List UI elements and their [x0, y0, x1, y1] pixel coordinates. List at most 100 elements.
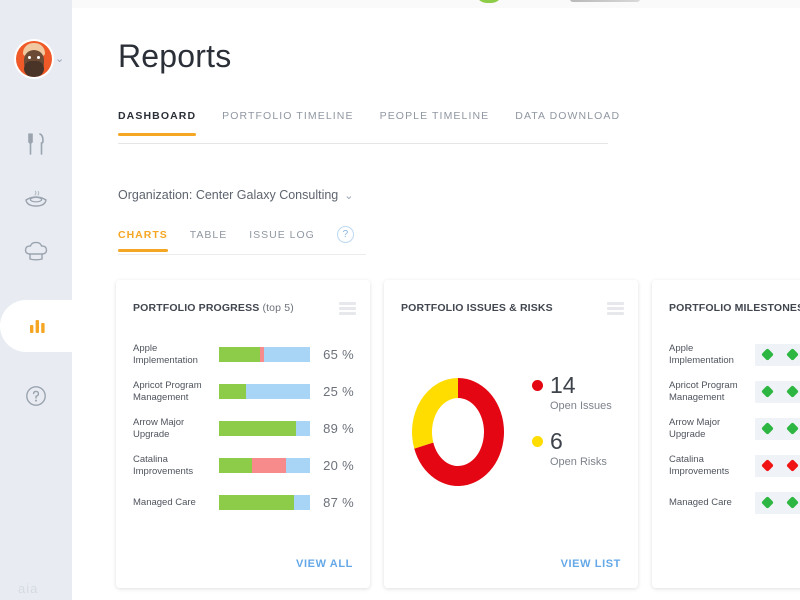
- milestone-row: Arrow Major Upgrade: [669, 410, 800, 447]
- milestone-track: [755, 343, 800, 366]
- card-portfolio-progress: PORTFOLIO PROGRESS (top 5) Apple Impleme…: [116, 280, 370, 588]
- milestone-diamond-green-icon[interactable]: [761, 348, 774, 361]
- legend-item: 6 Open Risks: [532, 430, 612, 468]
- sidebar-item-meals[interactable]: [0, 118, 72, 170]
- milestone-diamond-green-icon[interactable]: [786, 496, 799, 509]
- progress-bar: [219, 421, 310, 436]
- card-header: PORTFOLIO MILESTONES: [669, 302, 800, 314]
- progress-percent: 65 %: [323, 347, 354, 362]
- view-list-link[interactable]: VIEW LIST: [560, 558, 621, 570]
- avatar-menu[interactable]: ⌄: [16, 41, 64, 77]
- green-tab-nub: [475, 0, 503, 3]
- cutlery-icon: [25, 132, 47, 156]
- milestone-diamond-green-icon[interactable]: [786, 348, 799, 361]
- card-header: PORTFOLIO ISSUES & RISKS: [401, 302, 624, 315]
- segment-green: [219, 384, 247, 399]
- milestone-label: Catalina Improvements: [669, 453, 730, 477]
- help-icon[interactable]: ?: [336, 226, 354, 243]
- milestone-label: Managed Care: [669, 496, 732, 508]
- secondary-tabbar: CHARTS TABLE ISSUE LOG ?: [118, 226, 366, 255]
- progress-bar: [219, 384, 310, 399]
- tab-data-download[interactable]: DATA DOWNLOAD: [515, 110, 621, 122]
- progress-row: Arrow Major Upgrade 89 %: [133, 410, 356, 447]
- progress-bar: [219, 347, 310, 362]
- footer-logo: aia: [18, 581, 39, 596]
- sidebar: ⌄: [0, 0, 76, 600]
- avatar[interactable]: [16, 41, 52, 77]
- bar-chart-icon: [28, 317, 48, 335]
- card-title: PORTFOLIO MILESTONES: [669, 302, 800, 314]
- milestone-label: Apple Implementation: [669, 342, 734, 366]
- view-all-link[interactable]: VIEW ALL: [296, 558, 353, 570]
- segment-salmon: [259, 347, 264, 362]
- page-title: Reports: [118, 38, 232, 74]
- progress-label: Managed Care: [133, 496, 196, 508]
- progress-label: Apple Implementation: [133, 342, 198, 366]
- help-circle-icon: [24, 384, 48, 408]
- milestone-track: [755, 417, 800, 440]
- hamburger-icon[interactable]: [339, 302, 356, 315]
- sidebar-item-recipes[interactable]: [0, 172, 72, 224]
- legend-dot-icon: [532, 436, 543, 447]
- legend-label: Open Risks: [550, 456, 607, 468]
- grey-tab-nub: [570, 0, 640, 2]
- primary-tabbar: DASHBOARD PORTFOLIO TIMELINE PEOPLE TIME…: [118, 110, 619, 144]
- subtab-charts[interactable]: CHARTS: [118, 229, 168, 252]
- progress-percent: 87 %: [323, 495, 354, 510]
- card-header: PORTFOLIO PROGRESS (top 5): [133, 302, 356, 315]
- top-chrome-sliver: [0, 0, 800, 8]
- organization-label: Organization: Center Galaxy Consulting: [118, 188, 339, 202]
- main-content: Reports DASHBOARD PORTFOLIO TIMELINE PEO…: [72, 8, 800, 600]
- subtab-issue-log[interactable]: ISSUE LOG: [249, 228, 315, 241]
- segment-salmon: [251, 458, 287, 473]
- donut-legend: 14 Open Issues 6 Open Risks: [532, 374, 612, 486]
- progress-label: Arrow Major Upgrade: [133, 416, 185, 440]
- legend-label: Open Issues: [550, 400, 612, 412]
- card-portfolio-issues-risks: PORTFOLIO ISSUES & RISKS 14 Open Issues 6 O…: [384, 280, 638, 588]
- progress-label: Apricot Program Management: [133, 379, 202, 403]
- milestone-diamond-red-icon[interactable]: [761, 459, 774, 472]
- progress-percent: 25 %: [323, 384, 354, 399]
- sidebar-item-kitchen[interactable]: [0, 226, 72, 278]
- progress-percent: 89 %: [323, 421, 354, 436]
- donut-chart: [398, 352, 518, 512]
- subtab-table[interactable]: TABLE: [189, 228, 228, 241]
- milestone-diamond-green-icon[interactable]: [761, 385, 774, 398]
- milestone-diamond-green-icon[interactable]: [761, 422, 774, 435]
- milestone-diamond-red-icon[interactable]: [786, 459, 799, 472]
- progress-row: Managed Care 87 %: [133, 484, 356, 521]
- legend-item: 14 Open Issues: [532, 374, 612, 412]
- organization-selector[interactable]: Organization: Center Galaxy Consulting ⌄: [118, 188, 353, 202]
- tab-portfolio-timeline[interactable]: PORTFOLIO TIMELINE: [222, 110, 354, 122]
- progress-row: Apricot Program Management 25 %: [133, 373, 356, 410]
- chevron-down-icon[interactable]: ⌄: [55, 52, 65, 65]
- milestone-diamond-green-icon[interactable]: [786, 422, 799, 435]
- milestone-track: [755, 491, 800, 514]
- milestone-row: Apple Implementation: [669, 336, 800, 373]
- milestone-diamond-green-icon[interactable]: [786, 385, 799, 398]
- progress-row: Catalina Improvements 20 %: [133, 447, 356, 484]
- legend-value: 14: [550, 372, 576, 398]
- segment-green: [219, 421, 297, 436]
- tab-dashboard[interactable]: DASHBOARD: [118, 110, 197, 136]
- tab-people-timeline[interactable]: PEOPLE TIMELINE: [379, 110, 490, 122]
- card-title: PORTFOLIO ISSUES & RISKS: [401, 302, 553, 314]
- milestone-track: [755, 454, 800, 477]
- donut-slice-open-risks: [412, 378, 458, 449]
- sidebar-item-reports[interactable]: [0, 300, 76, 352]
- subtabbar-rule: [118, 254, 366, 255]
- progress-bar: [219, 495, 310, 510]
- chevron-down-icon[interactable]: ⌄: [344, 189, 354, 202]
- milestone-track: [755, 380, 800, 403]
- milestone-label: Arrow Major Upgrade: [669, 416, 721, 440]
- milestone-row: Catalina Improvements: [669, 447, 800, 484]
- progress-percent: 20 %: [323, 458, 354, 473]
- legend-dot-icon: [532, 380, 543, 391]
- milestone-diamond-green-icon[interactable]: [761, 496, 774, 509]
- milestone-label: Apricot Program Management: [669, 379, 738, 403]
- card-title: PORTFOLIO PROGRESS (top 5): [133, 302, 294, 314]
- hamburger-icon[interactable]: [607, 302, 624, 315]
- milestone-row: Apricot Program Management: [669, 373, 800, 410]
- sidebar-item-help[interactable]: [0, 370, 72, 422]
